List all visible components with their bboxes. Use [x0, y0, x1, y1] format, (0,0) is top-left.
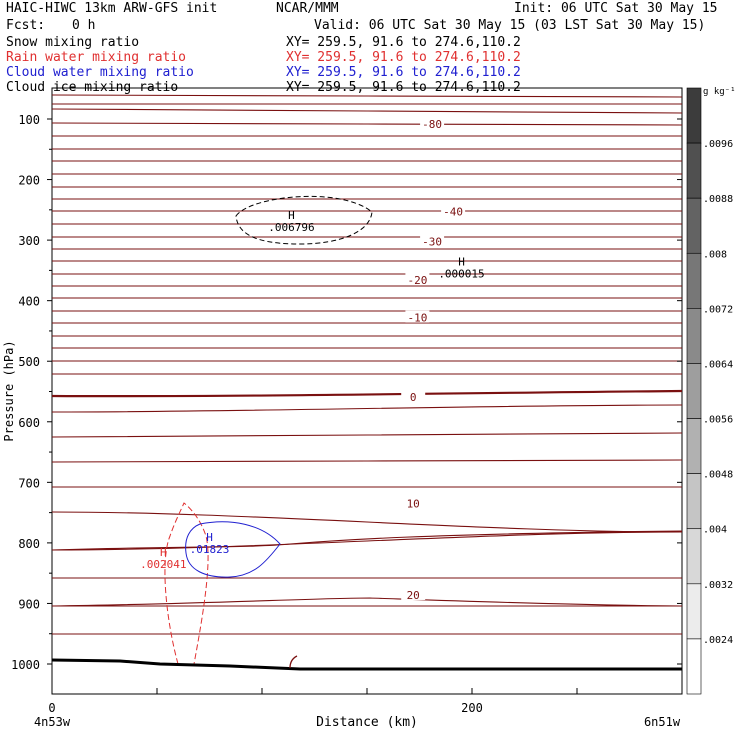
pressure-tick-label: 600: [18, 416, 40, 430]
field-name-snow: Snow mixing ratio: [6, 35, 140, 50]
field-xy-cloud-ice: XY= 259.5, 91.6 to 274.6,110.2: [286, 80, 521, 95]
colorbar-segment: [686, 473, 702, 530]
colorbar-level-label: .0088: [703, 194, 733, 205]
start-point-label: 4n53w: [34, 715, 71, 729]
colorbar-segment: [686, 252, 702, 309]
isotherm-line: [51, 531, 683, 551]
contour-label: -40: [443, 206, 463, 219]
field-xy-snow: XY= 259.5, 91.6 to 274.6,110.2: [286, 35, 521, 50]
forecast-label: Fcst:: [6, 18, 46, 33]
distance-tick-label: 0: [48, 701, 55, 715]
colorbar-level-label: .0024: [703, 635, 733, 646]
isotherm-line: [51, 459, 683, 463]
colorbar-level-label: .0048: [703, 470, 733, 481]
pressure-tick-label: 900: [18, 597, 40, 611]
colorbar-segment: [686, 638, 702, 695]
contour-label: 10: [407, 498, 420, 511]
isotherm-line: [51, 432, 683, 438]
colorbar-segment: [686, 583, 702, 640]
colorbar-segment: [686, 528, 702, 585]
maximum-marker-h: H: [206, 531, 213, 544]
maximum-marker-h: H: [160, 546, 167, 559]
pressure-tick-label: 800: [18, 537, 40, 551]
contour-label: -80: [422, 118, 442, 131]
cloud-water-contour: [185, 521, 281, 578]
pressure-tick-label: 1000: [11, 658, 40, 672]
colorbar-level-label: .004: [703, 525, 727, 536]
maximum-marker-h: H: [288, 209, 295, 222]
colorbar-segment: [686, 87, 702, 144]
pressure-tick-label: 400: [18, 295, 40, 309]
colorbar-segment: [686, 418, 702, 474]
contour-label: -20: [407, 274, 427, 287]
pressure-tick-label: 300: [18, 234, 40, 248]
colorbar-unit: g kg⁻¹: [703, 87, 736, 97]
isotherm-line: [51, 597, 683, 607]
model-title: HAIC-HIWC 13km ARW-GFS init: [6, 1, 218, 16]
mixing-ratio-contours: [51, 195, 682, 671]
contour-label: -30: [422, 235, 442, 248]
field-xy-cloud-water: XY= 259.5, 91.6 to 274.6,110.2: [286, 65, 521, 80]
colorbar-level-label: .0032: [703, 580, 733, 591]
init-time: Init: 06 UTC Sat 30 May 15: [514, 1, 718, 16]
maximum-marker-h: H: [458, 255, 465, 268]
pressure-tick-label: 700: [18, 476, 40, 490]
contour-label: -10: [407, 312, 427, 325]
maximum-value: .002041: [140, 558, 186, 571]
contour-label: 20: [407, 589, 420, 602]
contour-labels: -80-40-30-20-1001020H.006796H.000015H.01…: [140, 116, 485, 602]
colorbar-level-label: .0072: [703, 304, 733, 315]
distance-tick-label: 200: [461, 701, 483, 715]
pressure-tick-label: 100: [18, 113, 40, 127]
maximum-value: .006796: [268, 221, 314, 234]
snow-contour: [235, 195, 373, 245]
colorbar: .0096 .0088 .008 .0072 .0064 .0056 .0048 .004 .0…: [686, 87, 736, 695]
field-name-rain: Rain water mixing ratio: [6, 50, 187, 65]
maximum-value: .000015: [438, 267, 484, 280]
colorbar-segment: [686, 363, 702, 419]
colorbar-segment: [686, 197, 702, 254]
contour-label-bg: [405, 273, 430, 286]
isotherm-line: [51, 94, 683, 98]
pressure-tick-label: 500: [18, 355, 40, 369]
colorbar-level-label: .0056: [703, 415, 733, 426]
end-point-label: 6n51w: [644, 715, 681, 729]
colorbar-segment: [686, 142, 702, 199]
field-xy-rain: XY= 259.5, 91.6 to 274.6,110.2: [286, 50, 521, 65]
temperature-contours: [51, 94, 683, 635]
contour-label-bg: [441, 204, 466, 217]
contour-label-bg: [405, 310, 430, 323]
axes: 1002003004005006007008009001000Pressure …: [2, 113, 683, 730]
pressure-tick-label: 200: [18, 174, 40, 188]
isotherm-zero-line: [51, 389, 683, 398]
colorbar-level-label: .0096: [703, 139, 733, 150]
contour-label: 0: [410, 391, 417, 404]
surface-contour-stub: [289, 655, 298, 669]
contour-label-bg: [420, 116, 445, 129]
colorbar-level-label: .008: [703, 249, 727, 260]
colorbar-level-label: .0064: [703, 359, 733, 370]
terrain-line: [51, 658, 682, 671]
pressure-axis-label: Pressure (hPa): [2, 340, 16, 441]
contour-label-bg: [420, 234, 445, 247]
contour-label-bg: [401, 587, 426, 600]
contour-label-bg: [401, 389, 426, 402]
org-label: NCAR/MMM: [276, 1, 339, 16]
colorbar-segment: [686, 308, 702, 364]
maximum-value: .01823: [190, 543, 230, 556]
forecast-hour: 0 h: [72, 18, 96, 33]
distance-axis-label: Distance (km): [316, 715, 418, 730]
isotherm-line: [51, 404, 683, 413]
rain-contour: [164, 502, 209, 665]
valid-time: Valid: 06 UTC Sat 30 May 15 (03 LST Sat …: [314, 18, 706, 33]
isotherm-line: [51, 108, 683, 114]
contour-label-bg: [401, 496, 426, 509]
field-name-cloud-water: Cloud water mixing ratio: [6, 65, 194, 80]
isotherm-line: [51, 122, 683, 126]
isotherm-line: [51, 511, 683, 533]
